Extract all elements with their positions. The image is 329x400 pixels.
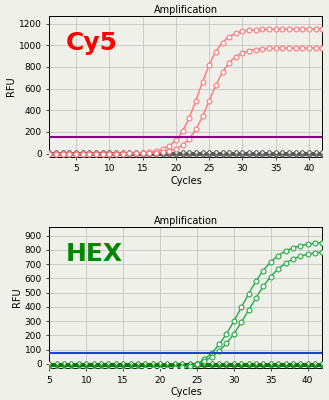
Y-axis label: RFU: RFU: [6, 76, 16, 96]
Y-axis label: RFU: RFU: [12, 288, 22, 308]
X-axis label: Cycles: Cycles: [170, 388, 202, 398]
Text: Cy5: Cy5: [66, 31, 118, 55]
Title: Amplification: Amplification: [154, 216, 218, 226]
X-axis label: Cycles: Cycles: [170, 176, 202, 186]
Title: Amplification: Amplification: [154, 5, 218, 15]
Text: HEX: HEX: [66, 242, 123, 266]
